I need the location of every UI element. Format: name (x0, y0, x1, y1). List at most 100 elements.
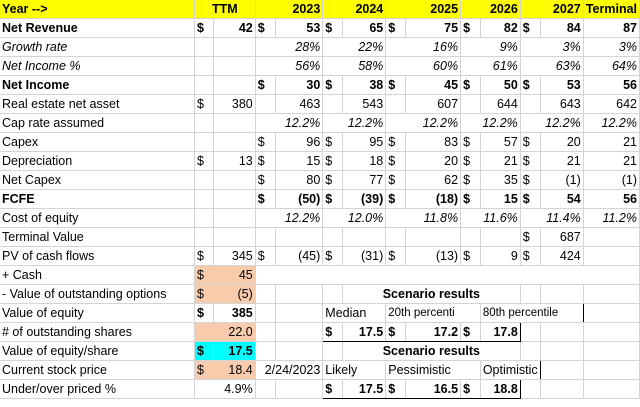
cell[interactable]: 45 (213, 265, 256, 285)
cell[interactable]: 20 (540, 132, 584, 152)
cell[interactable]: 18.4 (213, 360, 256, 380)
cell[interactable]: 21 (540, 151, 584, 171)
cell[interactable] (583, 322, 640, 342)
cell[interactable] (255, 341, 276, 361)
cell[interactable]: 12.2% (322, 113, 387, 133)
cell[interactable]: 15 (275, 151, 324, 171)
cell[interactable]: Value of equity/share (0, 341, 195, 361)
cell[interactable]: 543 (342, 94, 387, 114)
cell[interactable]: $ (385, 18, 406, 38)
cell[interactable]: Terminal (583, 0, 640, 19)
cell[interactable]: 77 (342, 170, 387, 190)
cell[interactable] (275, 322, 324, 342)
cell[interactable]: $ (385, 322, 406, 342)
cell[interactable]: $ (255, 246, 276, 266)
cell[interactable]: 75 (405, 18, 462, 38)
cell[interactable]: PV of cash flows (0, 246, 195, 266)
cell[interactable]: $ (194, 341, 215, 361)
cell[interactable]: 83 (405, 132, 462, 152)
cell[interactable]: 380 (213, 94, 256, 114)
cell[interactable]: $ (322, 246, 343, 266)
cell[interactable] (213, 113, 256, 133)
cell[interactable]: 38 (342, 75, 387, 95)
cell[interactable] (520, 94, 541, 114)
cell[interactable]: 9 (480, 246, 521, 266)
cell[interactable]: 65 (342, 18, 387, 38)
cell[interactable]: $ (385, 75, 406, 95)
cell[interactable] (275, 341, 324, 361)
cell[interactable]: $ (520, 227, 541, 247)
cell[interactable]: Net Income % (0, 56, 195, 76)
cell[interactable]: $ (385, 151, 406, 171)
cell[interactable]: 82 (480, 18, 521, 38)
cell[interactable] (540, 284, 584, 304)
cell[interactable] (583, 379, 640, 399)
cell[interactable]: 4.9% (194, 379, 256, 399)
cell[interactable]: Year --> (0, 0, 195, 19)
cell[interactable]: 56% (255, 56, 324, 76)
cell[interactable] (255, 379, 276, 399)
scenario-value-80th[interactable]: 17.8 (480, 322, 521, 342)
cell[interactable]: $ (520, 246, 541, 266)
cell[interactable]: 642 (583, 94, 640, 114)
cell[interactable]: + Cash (0, 265, 195, 285)
cell[interactable] (213, 208, 256, 228)
cell[interactable]: $ (194, 94, 215, 114)
cell[interactable]: $ (322, 132, 343, 152)
cell[interactable]: $ (194, 151, 215, 171)
cell[interactable]: $ (460, 189, 481, 209)
cell[interactable]: $ (385, 379, 406, 399)
cell[interactable] (194, 37, 215, 57)
cell[interactable]: 22.0 (213, 322, 256, 342)
cell[interactable]: (31) (342, 246, 387, 266)
cell[interactable]: # of outstanding shares (0, 322, 195, 342)
cell[interactable]: $ (460, 132, 481, 152)
cell[interactable]: $ (520, 18, 541, 38)
cell[interactable] (275, 379, 324, 399)
cell[interactable]: $ (385, 170, 406, 190)
cell[interactable] (213, 227, 256, 247)
cell[interactable]: (1) (540, 170, 584, 190)
cell[interactable]: 3% (583, 37, 640, 57)
cell[interactable]: 87 (583, 18, 640, 38)
cell[interactable]: 13 (213, 151, 256, 171)
cell[interactable] (194, 56, 215, 76)
cell[interactable]: $ (255, 18, 276, 38)
cell[interactable]: 57 (480, 132, 521, 152)
cell[interactable] (255, 322, 276, 342)
cell[interactable]: Value of equity (0, 303, 195, 323)
cell[interactable]: Net Income (0, 75, 195, 95)
cell[interactable]: 21 (583, 151, 640, 171)
cell[interactable]: Terminal Value (0, 227, 195, 247)
cell[interactable]: (13) (405, 246, 462, 266)
cell[interactable]: 17.5 (213, 341, 256, 361)
cell[interactable]: 18 (342, 151, 387, 171)
cell[interactable] (194, 113, 215, 133)
cell[interactable]: 21 (583, 132, 640, 152)
cell[interactable]: (45) (275, 246, 324, 266)
cell[interactable]: $ (255, 75, 276, 95)
cell[interactable]: $ (460, 18, 481, 38)
cell[interactable] (405, 227, 462, 247)
cell[interactable]: 12.2% (583, 113, 640, 133)
cell[interactable]: 2026 (460, 0, 521, 19)
cell[interactable] (194, 208, 215, 228)
scenario-label-optimistic[interactable]: Optimistic (480, 360, 541, 380)
cell[interactable]: $ (322, 18, 343, 38)
cell[interactable] (540, 360, 584, 380)
cell[interactable] (194, 227, 215, 247)
cell[interactable]: $ (194, 265, 215, 285)
cell[interactable]: 12.2% (460, 113, 521, 133)
cell[interactable] (520, 322, 541, 342)
cell[interactable]: Net Capex (0, 170, 195, 190)
cell[interactable] (213, 170, 256, 190)
cell[interactable] (275, 284, 324, 304)
cell[interactable]: $ (520, 189, 541, 209)
cell[interactable]: 3% (520, 37, 584, 57)
cell[interactable]: 95 (342, 132, 387, 152)
cell[interactable]: 607 (405, 94, 462, 114)
cell[interactable] (342, 227, 387, 247)
cell[interactable]: 12.2% (520, 113, 584, 133)
cell[interactable]: - Value of outstanding options (0, 284, 195, 304)
cell[interactable]: 64% (583, 56, 640, 76)
